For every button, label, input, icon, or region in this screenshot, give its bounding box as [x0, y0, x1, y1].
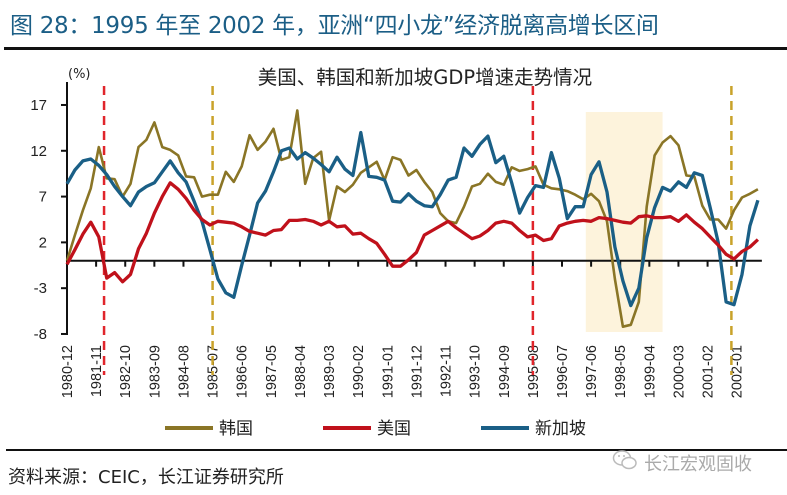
y-tick-label: 7 — [39, 189, 47, 206]
x-tick-label: 2002-01 — [730, 345, 746, 398]
legend-label: 美国 — [377, 419, 411, 439]
legend: 韩国 美国 新加坡 — [165, 419, 586, 439]
x-tick-label: 1991-01 — [380, 345, 396, 398]
x-tick-label: 1981-11 — [89, 345, 105, 397]
x-tick-label: 1982-10 — [118, 345, 134, 398]
y-tick-label: 12 — [30, 143, 47, 160]
series-line-singapore — [65, 130, 760, 308]
x-tick-label: 2000-03 — [671, 345, 687, 398]
x-tick-label: 1986-06 — [235, 345, 251, 398]
x-tick-label: 1980-12 — [60, 345, 76, 398]
x-tick-label: 1998-05 — [613, 345, 629, 398]
x-tick-label: 1983-09 — [147, 345, 163, 398]
wechat-icon — [612, 449, 638, 476]
x-tick-label: 1992-11 — [439, 345, 455, 397]
x-tick-label: 1996-07 — [555, 345, 571, 398]
y-tick-label: -3 — [34, 280, 47, 297]
x-tick-label: 1988-04 — [293, 345, 309, 398]
footer-divider — [6, 449, 787, 451]
watermark-text: 长江宏观固收 — [644, 453, 752, 475]
x-tick-label: 1997-06 — [584, 345, 600, 398]
series-layer — [65, 109, 760, 329]
legend-label: 韩国 — [219, 419, 253, 439]
x-tick-label: 1994-09 — [497, 345, 513, 398]
x-tick-label: 1987-05 — [264, 345, 280, 398]
y-tick-label: 17 — [30, 97, 47, 114]
event-lines — [102, 86, 733, 375]
series-line-usa — [65, 181, 760, 284]
title-divider — [4, 47, 787, 50]
watermark: 长江宏观固收 — [612, 449, 752, 476]
y-tick-label: -8 — [34, 326, 47, 343]
figure-title: 图 28：1995 年至 2002 年，亚洲“四小龙”经济脱离高增长区间 — [10, 13, 659, 39]
legend-label: 新加坡 — [535, 419, 586, 439]
source-note: 资料来源：CEIC，长江证券研究所 — [8, 467, 284, 488]
y-tick-label: 2 — [39, 234, 47, 251]
x-tick-label: 1990-02 — [351, 345, 367, 398]
x-tick-label: 1991-12 — [409, 345, 425, 398]
x-tick-label: 2001-02 — [701, 345, 717, 398]
x-tick-label: 1989-03 — [322, 345, 338, 398]
x-tick-label: 1999-04 — [642, 345, 658, 398]
axes: 17 12 7 2 -3 -8 1980-12 1981-11 1982-10 1983-09 19… — [30, 82, 762, 398]
y-axis-unit-label: (%) — [68, 67, 91, 82]
x-tick-label: 1993-10 — [468, 345, 484, 398]
chart-title: 美国、韩国和新加坡GDP增速走势情况 — [258, 66, 592, 89]
x-tick-label: 1984-08 — [176, 345, 192, 398]
